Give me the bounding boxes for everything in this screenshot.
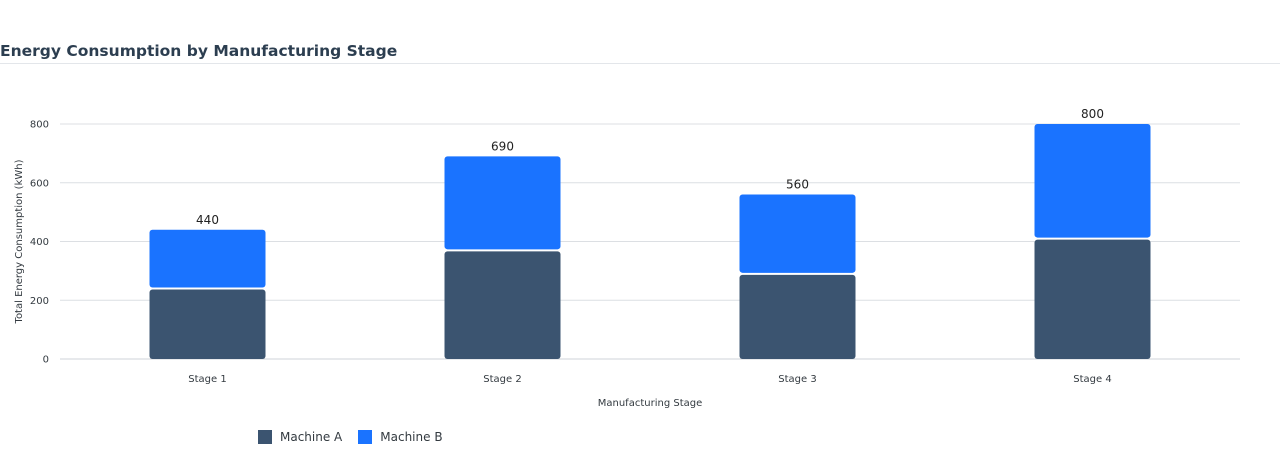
y-tick-label: 800	[30, 120, 49, 131]
x-axis-label: Manufacturing Stage	[598, 398, 703, 409]
x-tick-label: Stage 4	[1073, 374, 1111, 385]
bar-machine-b-stage-1[interactable]	[149, 229, 266, 288]
bar-total-label: 560	[786, 178, 809, 192]
bar-machine-a-stage-3[interactable]	[739, 274, 856, 359]
chart-title: Energy Consumption by Manufacturing Stag…	[0, 42, 398, 60]
bar-machine-b-stage-4[interactable]	[1034, 124, 1151, 238]
legend-swatch-machine-b	[358, 430, 373, 444]
x-tick-label: Stage 2	[483, 374, 521, 385]
y-axis-label: Total Energy Consumption (kWh)	[14, 159, 25, 324]
legend-label-machine-a: Machine A	[280, 430, 343, 444]
legend-swatch-machine-a	[258, 430, 272, 444]
legend-label-machine-b: Machine B	[380, 430, 443, 444]
bar-machine-a-stage-2[interactable]	[444, 251, 561, 359]
bar-machine-b-stage-3[interactable]	[739, 194, 856, 273]
bar-machine-a-stage-1[interactable]	[149, 289, 266, 360]
y-tick-label: 0	[43, 355, 49, 366]
x-tick-label: Stage 1	[188, 374, 226, 385]
bar-machine-a-stage-4[interactable]	[1034, 239, 1151, 359]
y-tick-label: 200	[30, 296, 49, 307]
x-tick-label: Stage 3	[778, 374, 816, 385]
bar-machine-b-stage-2[interactable]	[444, 156, 561, 250]
bar-total-label: 440	[196, 213, 219, 227]
title-divider	[0, 63, 1280, 64]
bar-total-label: 690	[491, 139, 514, 153]
y-tick-label: 400	[30, 237, 49, 248]
legend-item-machine-b[interactable]: Machine B	[358, 430, 443, 444]
chart-legend: Machine A Machine B	[258, 430, 459, 444]
legend-item-machine-a[interactable]: Machine A	[258, 430, 342, 444]
bar-total-label: 800	[1081, 107, 1104, 121]
y-tick-label: 600	[30, 178, 49, 189]
